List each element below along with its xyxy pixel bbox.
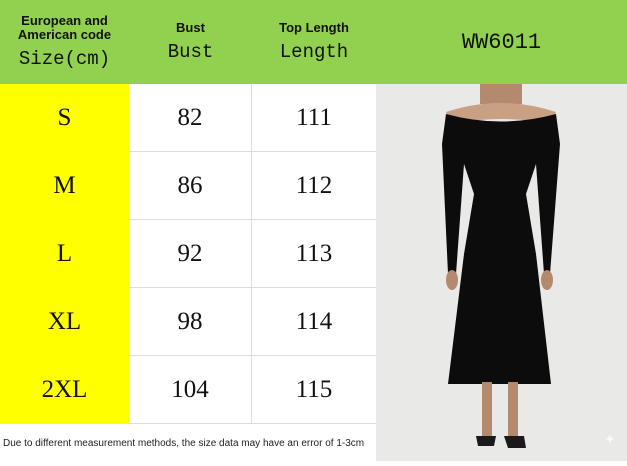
size-cell: M — [0, 152, 129, 220]
length-cell: 114 — [252, 288, 376, 356]
table-row: L 92 113 — [0, 220, 376, 288]
bust-header: Bust Bust — [129, 0, 252, 84]
length-header: Top Length Length — [252, 0, 376, 84]
model-dress-image: ✦ — [442, 84, 616, 448]
size-cell: L — [0, 220, 129, 288]
length-cell: 115 — [252, 356, 376, 424]
table-row: S 82 111 — [0, 84, 376, 152]
length-header-label: Top Length — [279, 20, 349, 35]
model-code-text: WW6011 — [461, 29, 542, 55]
measurement-note: Due to different measurement methods, th… — [3, 437, 365, 449]
length-header-title: Length — [279, 41, 349, 63]
table-row: M 86 112 — [0, 152, 376, 220]
bust-cell: 82 — [129, 84, 252, 152]
bust-cell: 86 — [129, 152, 252, 220]
model-code: WW6011 — [376, 0, 627, 84]
bust-cell: 92 — [129, 220, 252, 288]
product-photo: ✦ — [376, 84, 627, 461]
bust-cell: 104 — [129, 356, 252, 424]
size-cell: XL — [0, 288, 129, 356]
size-header-label: European and American code — [17, 13, 112, 42]
bust-header-title: Bust — [167, 41, 214, 63]
size-cell: S — [0, 84, 129, 152]
table-row: 2XL 104 115 — [0, 356, 376, 424]
length-cell: 112 — [252, 152, 376, 220]
size-header-title: Size(cm) — [18, 48, 111, 70]
svg-text:✦: ✦ — [604, 433, 616, 448]
length-cell: 113 — [252, 220, 376, 288]
size-cell: 2XL — [0, 356, 129, 424]
table-header: European and American code Size(cm) Bust… — [0, 0, 627, 84]
size-header: European and American code Size(cm) — [0, 0, 129, 84]
bust-cell: 98 — [129, 288, 252, 356]
table-row: XL 98 114 — [0, 288, 376, 356]
length-cell: 111 — [252, 84, 376, 152]
bust-header-label: Bust — [176, 20, 205, 35]
